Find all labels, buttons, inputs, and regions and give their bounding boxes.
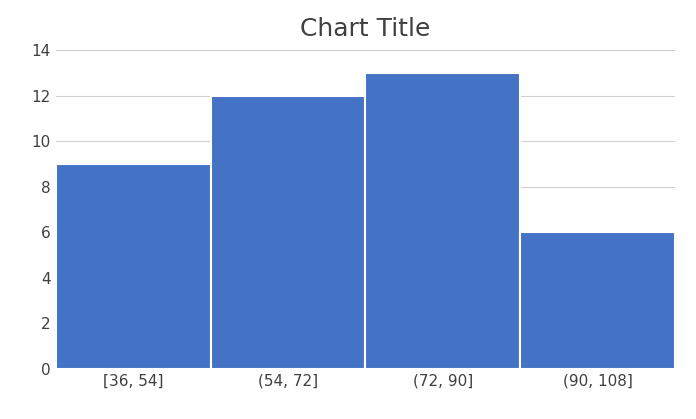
Bar <box>56 164 211 369</box>
Bar <box>211 96 365 369</box>
Bar <box>520 232 675 369</box>
Bar <box>365 73 520 369</box>
Title: Chart Title: Chart Title <box>300 18 431 41</box>
